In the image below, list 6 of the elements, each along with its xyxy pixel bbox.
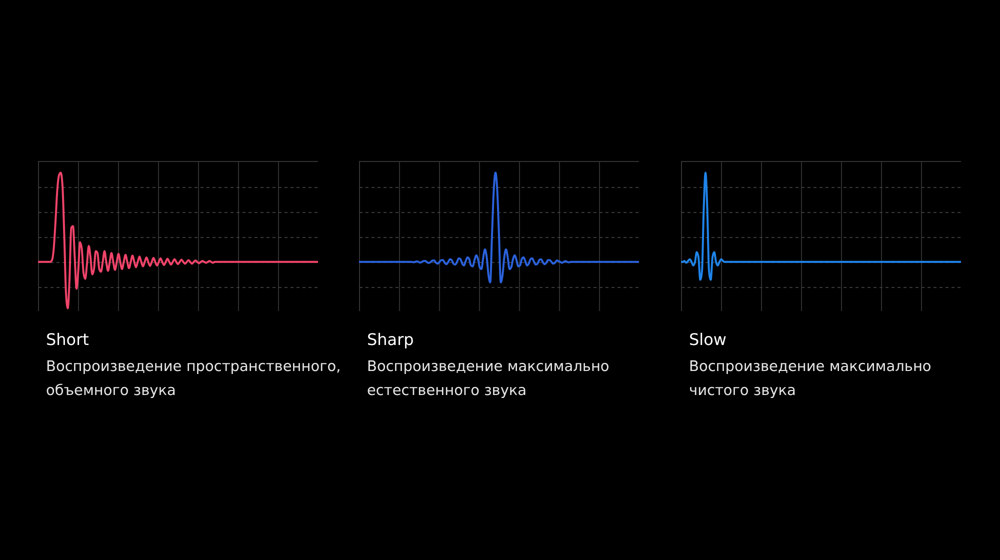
text: Воспроизведение максимально естественного звука — [367, 358, 610, 401]
text: Воспроизведение пространственного, объемного звука — [46, 358, 342, 401]
text: Short — [46, 330, 90, 349]
text: Sharp — [367, 330, 415, 349]
text: Slow — [689, 330, 728, 349]
text: Воспроизведение максимально чистого звука — [689, 358, 932, 401]
